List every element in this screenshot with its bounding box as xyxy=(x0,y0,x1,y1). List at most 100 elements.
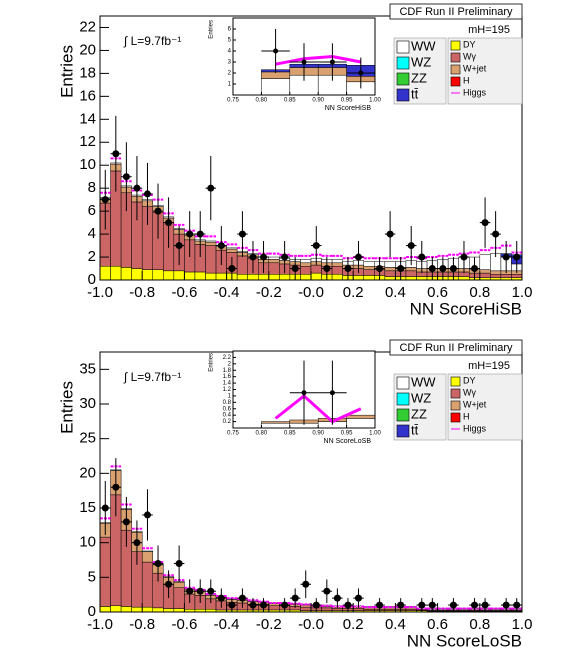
y-tick-label: 6 xyxy=(88,202,96,219)
luminosity: ∫ L=9.7fb⁻¹ xyxy=(123,34,181,48)
data-point xyxy=(329,390,335,396)
legend-label: H xyxy=(463,75,470,85)
title-box xyxy=(389,3,523,20)
signal-line xyxy=(274,393,362,424)
x-tick-label: -1.0 xyxy=(87,284,113,301)
chart-title: CDF Run II Preliminary xyxy=(399,6,513,18)
x-tick-label: -0.4 xyxy=(214,284,240,301)
legend-label: tt̄ xyxy=(411,422,419,437)
stack-segment xyxy=(511,274,523,278)
data-point xyxy=(207,587,215,595)
stack-segment xyxy=(268,262,280,275)
data-point xyxy=(143,190,151,198)
stack-segment xyxy=(458,276,470,281)
legend-label: ZZ xyxy=(411,70,427,85)
stack-segment xyxy=(141,269,153,281)
data-point xyxy=(481,601,489,609)
x-tick-label: 1.0 xyxy=(512,284,533,301)
legend-swatch xyxy=(396,392,410,406)
data-point xyxy=(312,601,320,609)
stack-segment xyxy=(184,271,196,281)
legend-swatch xyxy=(396,56,410,70)
y-tick-label: 0 xyxy=(88,271,96,288)
data-point xyxy=(460,253,468,261)
x-tick-label: -0.0 xyxy=(298,616,324,633)
stack-segment xyxy=(490,270,502,275)
mass-label: mH=195 xyxy=(468,24,510,36)
stack-segment xyxy=(110,265,122,281)
x-tick-label: 0.6 xyxy=(427,616,448,633)
data-point xyxy=(397,601,405,609)
y-tick-label: 1 xyxy=(228,82,232,88)
data-point xyxy=(186,230,194,238)
stack-segment xyxy=(479,272,491,278)
x-tick-label: -0.2 xyxy=(256,284,282,301)
y-tick-label: 25 xyxy=(79,430,96,447)
legend-label: W+jet xyxy=(463,63,487,73)
data-point xyxy=(449,601,457,609)
stack-segment xyxy=(173,581,185,583)
stack-segment xyxy=(405,276,417,281)
stack-segment xyxy=(163,270,175,281)
x-axis-title: NN ScoreLoSB xyxy=(407,631,522,650)
plot-frame xyxy=(232,17,376,96)
y-tick-label: 0.2 xyxy=(223,419,232,425)
legend-label: H xyxy=(463,411,470,421)
x-tick-label: 0.75 xyxy=(227,431,239,437)
stack-segment xyxy=(331,274,343,281)
stack-segment xyxy=(99,536,111,607)
y-tick-label: 0.6 xyxy=(223,406,232,412)
legend-label: Wγ xyxy=(463,387,476,397)
x-tick-label: 1.00 xyxy=(369,431,381,437)
data-point xyxy=(273,48,279,54)
stack-segment xyxy=(110,605,122,613)
legend-box xyxy=(447,373,523,441)
legend-label: W+jet xyxy=(463,399,487,409)
stack-segment xyxy=(300,262,312,267)
data-point xyxy=(344,601,352,609)
stack-segment xyxy=(194,271,206,281)
stack-segment xyxy=(405,270,417,277)
y-tick-label: 5 xyxy=(228,38,232,44)
stack-segment xyxy=(236,255,248,275)
x-tick-label: 0.90 xyxy=(312,98,324,104)
legend-swatch xyxy=(396,88,410,102)
data-point xyxy=(481,219,489,227)
y-tick-label: 2 xyxy=(88,248,96,265)
data-point xyxy=(175,559,183,567)
y-tick-label: 35 xyxy=(79,360,96,377)
stack-segment xyxy=(352,275,365,281)
legend-swatch xyxy=(396,376,410,390)
data-point xyxy=(301,59,307,65)
stack-segment xyxy=(384,276,396,281)
x-tick-label: -0.6 xyxy=(171,616,197,633)
x-tick-label: 0.8 xyxy=(469,616,490,633)
stack-segment xyxy=(268,256,280,260)
stack-segment xyxy=(331,259,343,264)
data-point xyxy=(122,518,130,526)
data-point xyxy=(513,253,521,261)
y-tick-label: 18 xyxy=(79,64,96,81)
data-point xyxy=(492,230,500,238)
legend-swatch xyxy=(450,388,461,399)
stack-segment xyxy=(268,605,280,611)
data-point xyxy=(207,184,215,192)
stack-segment xyxy=(152,607,164,613)
legend-label: DY xyxy=(463,39,476,49)
stack-segment xyxy=(99,265,111,281)
legend-label: ZZ xyxy=(411,406,427,421)
data-point xyxy=(249,601,257,609)
stack-segment xyxy=(363,261,375,267)
stack-segment xyxy=(261,421,291,424)
data-point xyxy=(386,230,394,238)
data-point xyxy=(112,150,120,158)
data-point xyxy=(112,483,120,491)
mass-label: mH=195 xyxy=(468,360,510,372)
legend-swatch xyxy=(396,408,410,422)
legend-swatch xyxy=(396,40,410,54)
data-point xyxy=(133,539,141,547)
data-point xyxy=(418,253,426,261)
stack-segment xyxy=(331,265,343,275)
data-point xyxy=(471,265,479,273)
y-tick-label: 30 xyxy=(79,395,96,412)
